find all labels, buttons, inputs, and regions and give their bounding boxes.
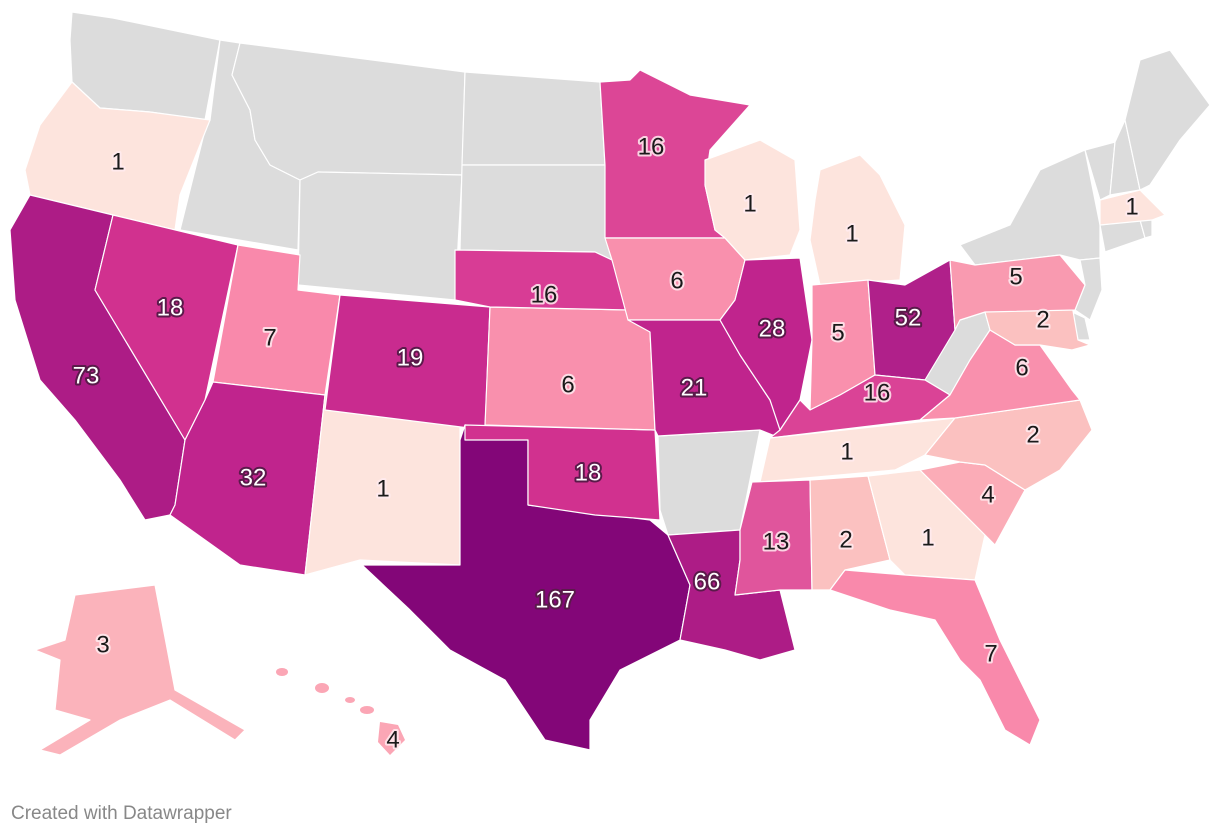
state-illinois[interactable] — [719, 257, 813, 431]
label-nebraska: 16 — [531, 282, 558, 309]
state-hawaii[interactable] — [276, 668, 405, 755]
label-iowa: 6 — [670, 268, 683, 295]
label-kansas: 6 — [561, 372, 574, 399]
label-michigan: 1 — [845, 221, 858, 248]
state-maine[interactable] — [1124, 49, 1211, 191]
label-illinois: 28 — [759, 316, 786, 343]
state-alaska[interactable] — [34, 584, 246, 756]
label-ohio: 52 — [895, 305, 922, 332]
state-south-dakota[interactable] — [459, 164, 613, 261]
label-texas: 167 — [535, 587, 575, 614]
state-oregon[interactable] — [24, 81, 211, 231]
state-florida[interactable] — [829, 569, 1041, 746]
state-michigan[interactable] — [809, 154, 906, 286]
label-wisconsin: 1 — [743, 191, 756, 218]
state-kansas[interactable] — [484, 306, 656, 431]
state-north-dakota[interactable] — [461, 71, 606, 166]
state-wyoming[interactable] — [297, 171, 463, 301]
state-massachusetts[interactable] — [1099, 189, 1166, 226]
label-north-carolina: 2 — [1026, 422, 1039, 449]
label-utah: 7 — [263, 325, 276, 352]
state-new-york[interactable] — [959, 149, 1101, 266]
label-pennsylvania: 5 — [1009, 264, 1022, 291]
label-colorado: 19 — [397, 345, 424, 372]
label-minnesota: 16 — [638, 134, 665, 161]
label-california: 73 — [73, 363, 100, 390]
state-montana[interactable] — [231, 42, 466, 181]
label-louisiana: 66 — [694, 569, 721, 596]
label-alabama: 2 — [839, 527, 852, 554]
label-kentucky: 16 — [864, 380, 891, 407]
label-virginia: 6 — [1015, 355, 1028, 382]
label-florida: 7 — [984, 641, 997, 668]
state-tennessee[interactable] — [759, 417, 956, 483]
label-indiana: 5 — [831, 320, 844, 347]
label-nevada: 18 — [157, 295, 184, 322]
label-south-carolina: 4 — [981, 482, 994, 509]
label-oklahoma: 18 — [575, 460, 602, 487]
label-tennessee: 1 — [840, 439, 853, 466]
label-new-mexico: 1 — [376, 476, 389, 503]
state-pennsylvania[interactable] — [949, 254, 1086, 331]
state-wisconsin[interactable] — [704, 139, 801, 261]
label-missouri: 21 — [681, 375, 708, 402]
label-hawaii: 4 — [386, 727, 399, 754]
us-choropleth-map: 1 73 18 7 32 1 19 167 18 6 16 16 6 21 66… — [9, 11, 1211, 756]
label-massachusetts: 1 — [1125, 194, 1138, 221]
datawrapper-credit[interactable]: Created with Datawrapper — [11, 803, 232, 824]
label-arizona: 32 — [240, 465, 267, 492]
label-mississippi: 13 — [763, 529, 790, 556]
label-oregon: 1 — [111, 149, 124, 176]
state-kentucky[interactable] — [769, 374, 951, 439]
label-georgia: 1 — [921, 525, 934, 552]
state-maryland[interactable] — [984, 304, 1091, 351]
state-north-carolina[interactable] — [924, 399, 1093, 491]
label-alaska: 3 — [96, 632, 109, 659]
state-oklahoma[interactable] — [464, 424, 661, 521]
label-maryland: 2 — [1036, 307, 1049, 334]
